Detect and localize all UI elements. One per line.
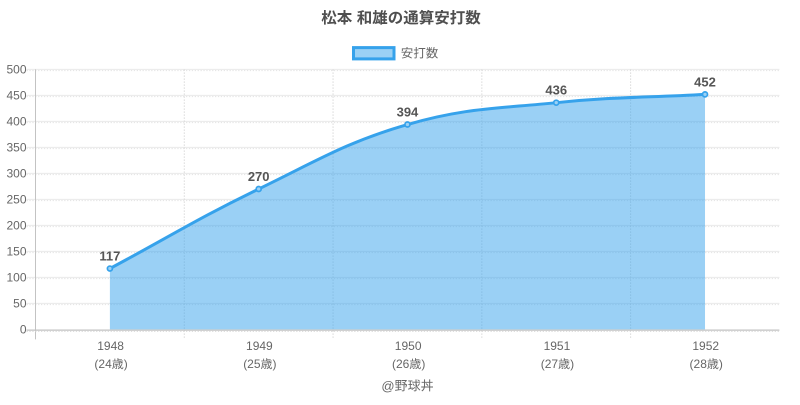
svg-text:(27: (27 xyxy=(541,357,559,371)
svg-text:1949: 1949 xyxy=(246,339,273,353)
svg-text:): ) xyxy=(124,357,128,371)
svg-text:(28: (28 xyxy=(690,357,708,371)
svg-text:450: 450 xyxy=(6,89,26,103)
svg-text:100: 100 xyxy=(6,271,26,285)
svg-text:452: 452 xyxy=(694,74,716,89)
svg-text:): ) xyxy=(421,357,425,371)
svg-text:(24: (24 xyxy=(94,357,112,371)
svg-text:1952: 1952 xyxy=(692,339,719,353)
svg-text:200: 200 xyxy=(6,219,26,233)
svg-text:50: 50 xyxy=(13,297,27,311)
svg-text:436: 436 xyxy=(545,83,567,98)
svg-text:300: 300 xyxy=(6,167,26,181)
svg-text:250: 250 xyxy=(6,193,26,207)
svg-text:1951: 1951 xyxy=(544,339,571,353)
svg-text:(26: (26 xyxy=(392,357,410,371)
svg-text:): ) xyxy=(273,357,277,371)
svg-text:0: 0 xyxy=(20,323,27,337)
svg-text:400: 400 xyxy=(6,115,26,129)
svg-text:500: 500 xyxy=(6,63,26,77)
svg-text:@: @ xyxy=(381,378,394,393)
svg-text:117: 117 xyxy=(99,249,120,264)
svg-text:): ) xyxy=(570,357,574,371)
svg-text:): ) xyxy=(719,357,723,371)
svg-text:394: 394 xyxy=(397,105,419,120)
svg-text:350: 350 xyxy=(6,141,26,155)
svg-text:(25: (25 xyxy=(243,357,261,371)
svg-text:150: 150 xyxy=(6,245,26,259)
svg-text:1950: 1950 xyxy=(395,339,422,353)
svg-text:270: 270 xyxy=(248,169,270,184)
svg-text:1948: 1948 xyxy=(97,339,124,353)
